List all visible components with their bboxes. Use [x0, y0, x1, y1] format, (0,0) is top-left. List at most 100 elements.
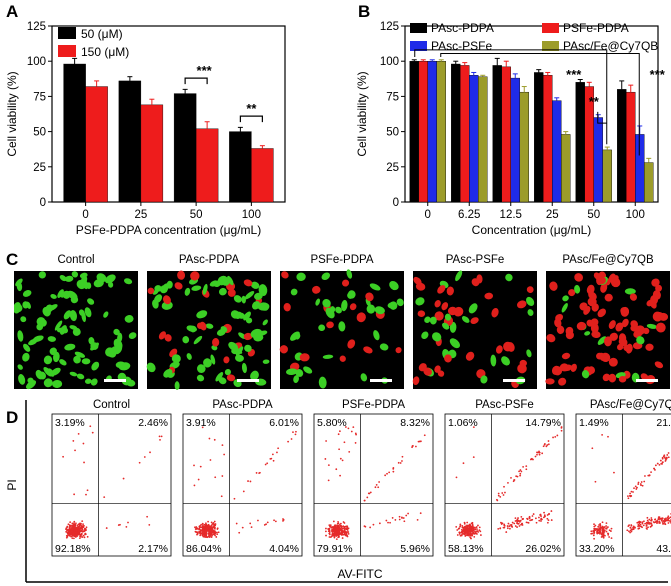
event-dot [599, 531, 601, 533]
dead-cell [437, 285, 446, 294]
event-dot [646, 522, 649, 525]
event-dot [654, 469, 656, 471]
dead-cell [326, 321, 334, 329]
event-dot [148, 523, 151, 526]
event-dot [212, 531, 214, 534]
live-cell [562, 295, 569, 302]
live-cell [81, 358, 91, 365]
dead-cell [347, 339, 356, 349]
event-dot [277, 447, 280, 450]
x-tick-label: 0 [82, 209, 88, 221]
live-cell [526, 296, 535, 306]
live-cell [121, 376, 132, 386]
event-dot [637, 481, 640, 484]
y-axis-label: PI [5, 479, 19, 490]
event-dot [78, 524, 81, 526]
event-dot [560, 429, 563, 432]
event-dot [640, 481, 643, 483]
event-dot [350, 430, 353, 433]
event-dot [208, 526, 211, 529]
live-cell [442, 322, 450, 330]
event-dot [518, 525, 521, 527]
event-dot [159, 438, 161, 441]
event-dot [526, 517, 528, 520]
event-dot [507, 522, 510, 525]
live-cell [296, 272, 306, 281]
x-tick-label: 25 [134, 209, 147, 221]
live-cell [243, 311, 251, 321]
scale-bar [636, 379, 658, 382]
event-dot [73, 520, 76, 523]
event-dot [546, 521, 549, 524]
event-dot [337, 530, 340, 533]
live-cell [335, 306, 342, 314]
dead-cell [608, 273, 616, 283]
live-cell [71, 271, 79, 278]
dead-cell [604, 336, 612, 347]
chart-b: 0 25 50 75 100 125 Cell viability (%) Concentra… [355, 21, 666, 237]
event-dot [545, 445, 548, 448]
significance-bracket [597, 111, 607, 124]
event-dot [514, 517, 517, 520]
event-dot [601, 531, 604, 534]
event-dot [339, 522, 342, 525]
dead-cell [549, 281, 558, 291]
event-dot [72, 440, 75, 442]
event-dot [527, 521, 529, 524]
event-dot [599, 527, 602, 530]
event-dot [329, 526, 332, 528]
event-dot [665, 457, 668, 460]
live-cell [191, 285, 202, 291]
dead-cell [590, 318, 599, 327]
event-dot [82, 523, 84, 526]
event-dot [65, 530, 68, 533]
event-dot [327, 479, 330, 482]
bar [118, 80, 142, 203]
dead-cell [645, 343, 654, 351]
live-cell [69, 325, 78, 330]
event-dot [466, 525, 469, 528]
event-dot [249, 522, 252, 525]
dead-cell [561, 352, 571, 360]
dead-cell [446, 286, 454, 296]
event-dot [630, 524, 633, 527]
event-dot [550, 519, 553, 521]
event-dot [543, 443, 546, 446]
y-tick-label: 100 [27, 56, 46, 68]
live-cell [186, 353, 192, 360]
event-dot [193, 484, 196, 487]
event-dot [203, 523, 206, 526]
dead-cell [562, 364, 572, 372]
event-dot [196, 531, 199, 534]
event-dot [66, 532, 69, 535]
event-dot [81, 520, 84, 523]
event-dot [658, 521, 661, 524]
dead-cell [365, 292, 374, 302]
event-dot [374, 486, 377, 489]
live-cell [103, 311, 109, 318]
event-dot [650, 518, 653, 521]
event-dot [630, 495, 633, 497]
event-dot [519, 472, 522, 475]
live-cell [230, 310, 240, 319]
event-dot [667, 456, 670, 459]
event-dot [534, 517, 537, 520]
event-dot [342, 521, 345, 523]
quadrant-lr-percent: 4.04% [269, 543, 299, 555]
dead-cell [177, 270, 186, 280]
event-dot [474, 532, 477, 535]
event-dot [592, 534, 595, 537]
event-dot [662, 522, 664, 525]
dead-cell [506, 342, 515, 352]
legend-swatch [542, 41, 559, 51]
event-dot [272, 459, 275, 462]
event-dot [534, 455, 537, 458]
event-dot [199, 534, 202, 537]
event-dot [510, 476, 512, 479]
event-dot [516, 522, 519, 525]
event-dot [632, 526, 635, 529]
live-cell [432, 332, 442, 342]
event-dot [338, 531, 341, 534]
live-cell [322, 354, 334, 359]
event-dot [378, 481, 381, 483]
